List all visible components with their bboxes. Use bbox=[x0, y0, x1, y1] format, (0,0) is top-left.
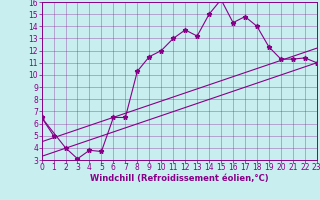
X-axis label: Windchill (Refroidissement éolien,°C): Windchill (Refroidissement éolien,°C) bbox=[90, 174, 268, 183]
